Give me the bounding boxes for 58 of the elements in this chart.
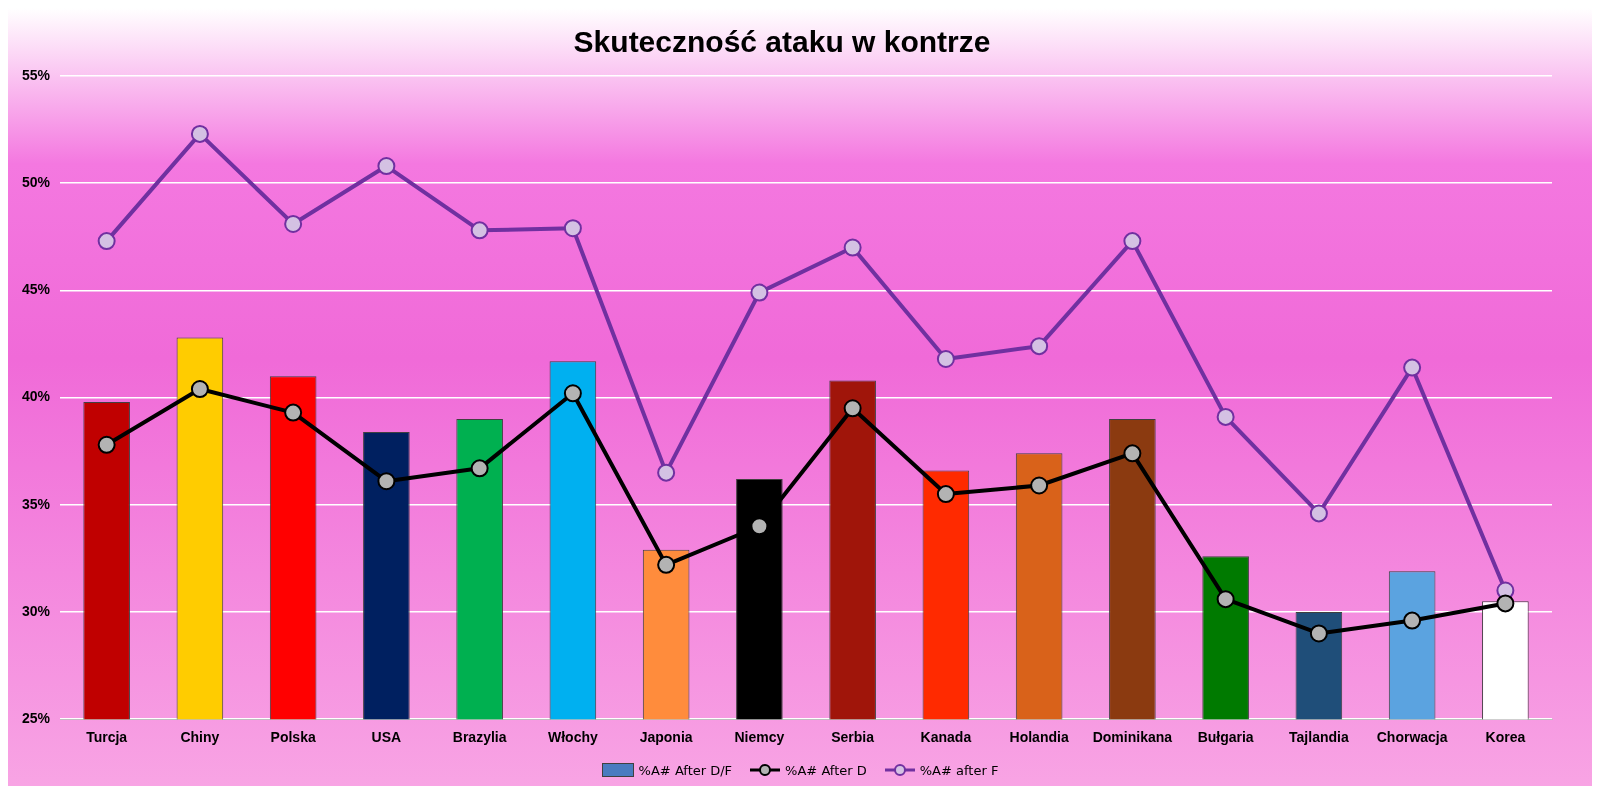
x-tick-label: Polska <box>270 729 316 746</box>
x-tick-label: Bułgaria <box>1197 729 1254 746</box>
legend-label: %A# After D <box>785 762 867 778</box>
point <box>657 555 676 574</box>
point <box>1496 594 1515 613</box>
x-tick-label: Kanada <box>920 729 972 746</box>
point <box>190 124 209 143</box>
point <box>1030 337 1049 356</box>
x-tick-label: Serbia <box>831 729 875 746</box>
point <box>563 219 582 238</box>
series-label: %A# After D/F <box>638 762 733 778</box>
point <box>284 403 303 422</box>
point <box>1030 476 1049 495</box>
y-tick-label: 35% <box>21 495 51 512</box>
point <box>1309 504 1328 523</box>
chart-title: Skuteczność ataku w kontrze <box>573 25 991 59</box>
point <box>1216 407 1235 426</box>
point <box>1403 611 1422 630</box>
x-tick-label: Brazylia <box>452 729 507 746</box>
y-tick-label: 45% <box>21 281 51 298</box>
legend-label: %A# after F <box>919 762 999 778</box>
y-tick-label: 25% <box>21 710 51 727</box>
point <box>843 399 862 418</box>
point <box>750 283 769 302</box>
point <box>1403 358 1422 377</box>
x-tick-label: Holandia <box>1009 729 1069 746</box>
point <box>97 435 116 454</box>
point <box>377 157 396 176</box>
y-tick-label: 30% <box>21 602 51 619</box>
point <box>284 214 303 233</box>
x-tick-label: Tajlandia <box>1289 729 1349 746</box>
y-tick-label: 55% <box>21 66 51 83</box>
x-tick-label: Turcja <box>86 729 128 746</box>
point <box>1309 624 1328 643</box>
point <box>190 380 209 399</box>
point <box>470 459 489 478</box>
x-tick-label: Dominikana <box>1092 729 1173 746</box>
x-tick-label: USA <box>371 729 402 746</box>
point <box>1123 444 1142 463</box>
x-tick-label: Korea <box>1485 729 1526 746</box>
point <box>563 384 582 403</box>
x-tick-label: Niemcy <box>734 729 785 746</box>
x-tick-label: Chiny <box>180 729 220 746</box>
x-tick-label: Japonia <box>639 729 693 746</box>
y-tick-label: 50% <box>21 174 51 191</box>
y-tick-label: 40% <box>21 388 51 405</box>
point <box>1216 590 1235 609</box>
point <box>657 463 676 482</box>
point <box>936 350 955 369</box>
point <box>377 472 396 491</box>
point <box>97 232 116 251</box>
x-tick-label: Włochy <box>548 729 598 746</box>
point <box>470 221 489 240</box>
point <box>1123 232 1142 251</box>
x-tick-label: Chorwacja <box>1376 729 1448 746</box>
point <box>936 485 955 504</box>
point <box>843 238 862 257</box>
point <box>750 517 769 536</box>
